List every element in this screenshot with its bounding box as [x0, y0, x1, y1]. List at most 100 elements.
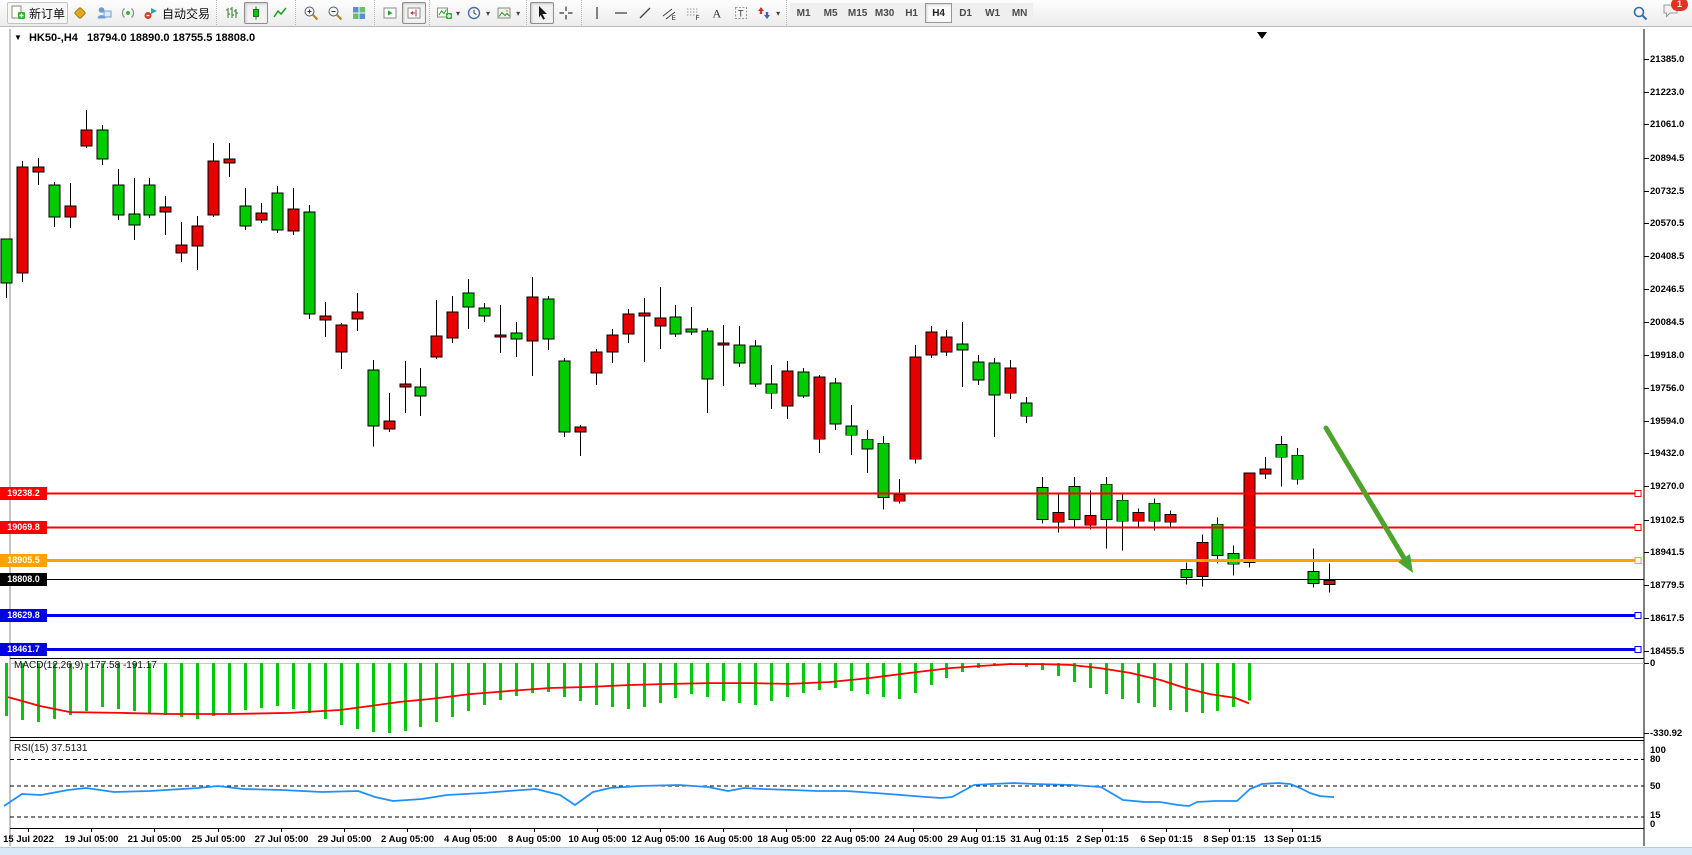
candle-body	[1068, 485, 1081, 520]
price-axis[interactable]	[1644, 29, 1692, 819]
zoom-in-button[interactable]	[299, 2, 323, 24]
new-order-button[interactable]: 新订单	[7, 2, 69, 24]
line-chart-button[interactable]	[268, 2, 292, 24]
equidistant-channel-button[interactable]: E	[657, 2, 681, 24]
candle-body	[590, 351, 603, 374]
timeframe-m1-button[interactable]: M1	[790, 3, 818, 23]
rsi-line	[3, 782, 1335, 807]
candle-body	[940, 336, 953, 353]
candle-body	[335, 324, 348, 353]
chart-shift-button[interactable]	[402, 2, 427, 24]
candle-body	[255, 212, 268, 221]
arrows-button[interactable]: ▾	[753, 2, 783, 24]
arrows-icon	[756, 5, 772, 21]
timeframe-mn-button[interactable]: MN	[1006, 3, 1034, 23]
candle-body	[765, 383, 778, 394]
candle-body	[414, 386, 427, 397]
price-line-handle	[1634, 557, 1642, 564]
timeframe-m30-button[interactable]: M30	[871, 3, 899, 23]
candle-body	[654, 317, 667, 327]
candle-body	[813, 376, 826, 440]
toolbar-group-timeframes: M1 M5 M15 M30 H1 H4 D1 W1 MN	[786, 0, 1036, 27]
svg-text:A: A	[713, 7, 722, 21]
candle-body	[1180, 568, 1193, 578]
candle-body	[1132, 511, 1145, 522]
candle-body	[1164, 513, 1177, 523]
candle-body	[96, 129, 109, 160]
periods-clock-icon	[466, 5, 482, 21]
candles-chart-icon	[248, 5, 264, 21]
price-line-handle	[1634, 490, 1642, 497]
timeframe-m15-button[interactable]: M15	[844, 3, 872, 23]
search-button[interactable]	[1628, 2, 1652, 24]
candle-body	[829, 382, 842, 425]
cursor-button[interactable]	[530, 2, 555, 24]
zoom-out-button[interactable]	[323, 2, 347, 24]
trend-arrow-head	[1398, 554, 1413, 573]
candle-body	[988, 362, 1001, 396]
auto-trading-button[interactable]: 自动交易	[140, 2, 213, 24]
toolbar-group-insert: ▾ ▾ ▾	[429, 0, 526, 27]
notifications-button[interactable]: 1	[1662, 0, 1688, 25]
symbol-dropdown-icon: ▼	[14, 33, 22, 42]
candle-body	[893, 493, 906, 502]
price-line-handle	[1634, 612, 1642, 619]
crosshair-button[interactable]	[554, 2, 578, 24]
indicators-button[interactable]: ▾	[433, 2, 463, 24]
tile-windows-button[interactable]	[347, 2, 371, 24]
vertical-line-button[interactable]	[585, 2, 609, 24]
timeframe-h4-button[interactable]: H4	[925, 3, 953, 23]
toolbar-group-chart-type	[216, 0, 295, 27]
candle-body	[638, 312, 651, 317]
candles-chart-button[interactable]	[244, 2, 269, 24]
svg-text:T: T	[738, 9, 744, 19]
candle-body	[797, 371, 810, 397]
candle-body	[128, 213, 141, 226]
notification-badge: 1	[1671, 0, 1688, 11]
candle-body	[16, 166, 29, 274]
auto-scroll-button[interactable]	[378, 2, 402, 24]
timeframe-d1-button[interactable]: D1	[952, 3, 980, 23]
toolbar-group-cursor	[526, 0, 581, 27]
gold-widget-button[interactable]	[68, 2, 92, 24]
candle-body	[956, 343, 969, 351]
tile-windows-icon	[351, 5, 367, 21]
signals-button[interactable]	[116, 2, 140, 24]
text-label-icon: T	[733, 5, 749, 21]
timeframe-h1-button[interactable]: H1	[898, 3, 926, 23]
trendline-button[interactable]	[633, 2, 657, 24]
candle-body	[207, 160, 220, 216]
periods-button[interactable]: ▾	[463, 2, 493, 24]
timeframe-m5-button[interactable]: M5	[817, 3, 845, 23]
bars-chart-icon	[224, 5, 240, 21]
chart-plot[interactable]: ▼ HK50-,H4 18794.0 18890.0 18755.5 18808…	[0, 27, 1692, 846]
candle-body	[717, 342, 730, 346]
timeframe-w1-button[interactable]: W1	[979, 3, 1007, 23]
candle-body	[287, 208, 300, 232]
text-button[interactable]: A	[705, 2, 729, 24]
candle-body	[1052, 511, 1065, 523]
candle-body	[1243, 472, 1256, 563]
text-icon: A	[709, 5, 725, 21]
horizontal-line-button[interactable]	[609, 2, 633, 24]
time-axis[interactable]	[10, 828, 1644, 846]
candle-body	[1020, 402, 1033, 417]
signals-icon	[120, 5, 136, 21]
cursor-icon	[534, 5, 550, 21]
candle-body	[112, 184, 125, 216]
periods-caret-icon: ▾	[486, 8, 491, 18]
candle-body	[64, 205, 77, 218]
text-label-button[interactable]: T	[729, 2, 753, 24]
fibonacci-button[interactable]: F	[681, 2, 705, 24]
candle-body	[446, 311, 459, 339]
candle-body	[159, 206, 172, 213]
accounts-button[interactable]	[92, 2, 116, 24]
templates-icon	[496, 5, 512, 21]
candle-body	[462, 292, 475, 308]
candle-body	[191, 225, 204, 247]
candle-body	[32, 166, 45, 173]
bars-chart-button[interactable]	[220, 2, 244, 24]
chart-ohlc-label: 18794.0 18890.0 18755.5 18808.0	[86, 32, 256, 44]
templates-button[interactable]: ▾	[493, 2, 523, 24]
crosshair-icon	[558, 5, 574, 21]
